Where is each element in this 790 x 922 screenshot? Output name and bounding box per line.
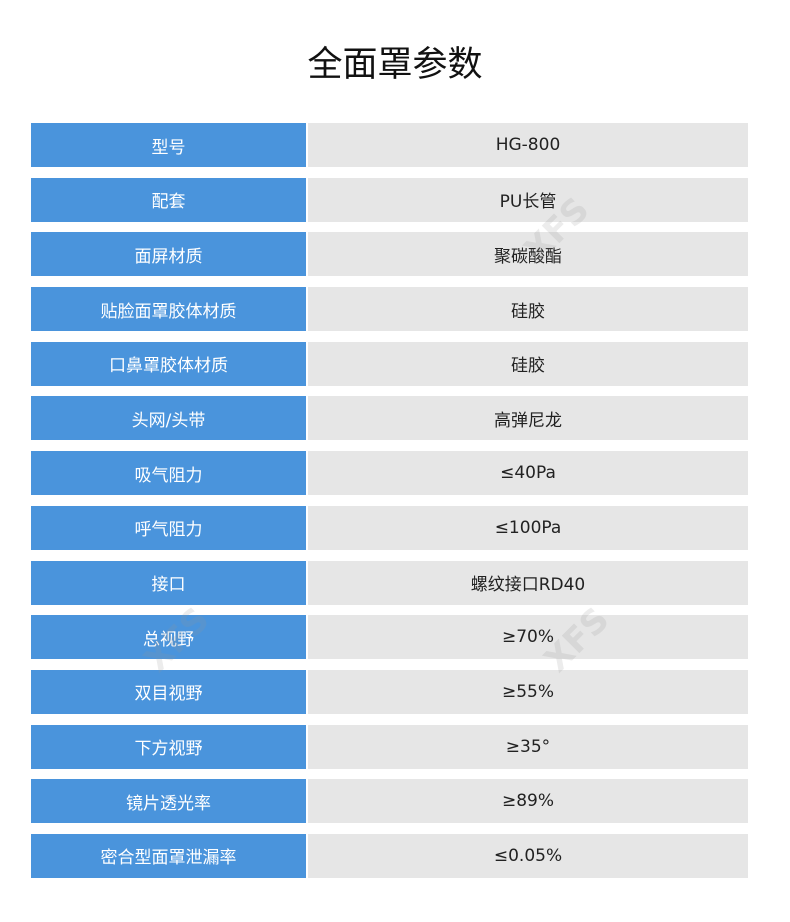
table-row: 下方视野 ≥35° <box>31 724 748 769</box>
param-label: 接口 <box>31 560 306 605</box>
param-label: 吸气阻力 <box>31 451 306 496</box>
param-label: 配套 <box>31 177 306 222</box>
param-value: ≥35° <box>308 724 748 769</box>
param-label: 型号 <box>31 123 306 167</box>
param-label: 呼气阻力 <box>31 505 306 550</box>
table-row: 密合型面罩泄漏率 ≤0.05% <box>31 833 748 878</box>
table-row: 面屏材质 聚碳酸酯 <box>31 232 748 277</box>
table-row: 双目视野 ≥55% <box>31 669 748 714</box>
table-row: 总视野 ≥70% <box>31 615 748 660</box>
param-label: 双目视野 <box>31 669 306 714</box>
param-value: ≥89% <box>308 779 748 824</box>
param-value: PU长管 <box>308 177 748 222</box>
table-row: 接口 螺纹接口RD40 <box>31 560 748 605</box>
param-value: 聚碳酸酯 <box>308 232 748 277</box>
param-value: ≤40Pa <box>308 451 748 496</box>
param-value: HG-800 <box>308 123 748 167</box>
param-label: 密合型面罩泄漏率 <box>31 833 306 878</box>
param-value: 硅胶 <box>308 341 748 386</box>
table-row: 型号 HG-800 <box>31 123 748 167</box>
param-label: 贴脸面罩胶体材质 <box>31 287 306 332</box>
spec-table: 型号 HG-800 配套 PU长管 面屏材质 聚碳酸酯 贴脸面罩胶体材质 硅胶 口鼻罩胶体材质硅… <box>31 123 748 889</box>
table-row: 贴脸面罩胶体材质 硅胶 <box>31 287 748 332</box>
param-value: ≥70% <box>308 615 748 660</box>
param-label: 总视野 <box>31 615 306 660</box>
param-label: 下方视野 <box>31 724 306 769</box>
table-row: 吸气阻力 ≤40Pa <box>31 451 748 496</box>
param-label: 面屏材质 <box>31 232 306 277</box>
param-label: 镜片透光率 <box>31 779 306 824</box>
table-row: 口鼻罩胶体材质 硅胶 <box>31 341 748 386</box>
table-row: 呼气阻力 ≤100Pa <box>31 505 748 550</box>
param-value: ≤0.05% <box>308 833 748 878</box>
param-value: 高弹尼龙 <box>308 396 748 441</box>
table-row: 头网/头带 高弹尼龙 <box>31 396 748 441</box>
param-value: ≤100Pa <box>308 505 748 550</box>
param-label: 头网/头带 <box>31 396 306 441</box>
param-label: 口鼻罩胶体材质 <box>31 341 306 386</box>
param-value: 硅胶 <box>308 287 748 332</box>
param-value: ≥55% <box>308 669 748 714</box>
param-value: 螺纹接口RD40 <box>308 560 748 605</box>
table-row: 配套 PU长管 <box>31 177 748 222</box>
table-row: 镜片透光率 ≥89% <box>31 779 748 824</box>
page-title: 全面罩参数 <box>307 45 483 85</box>
